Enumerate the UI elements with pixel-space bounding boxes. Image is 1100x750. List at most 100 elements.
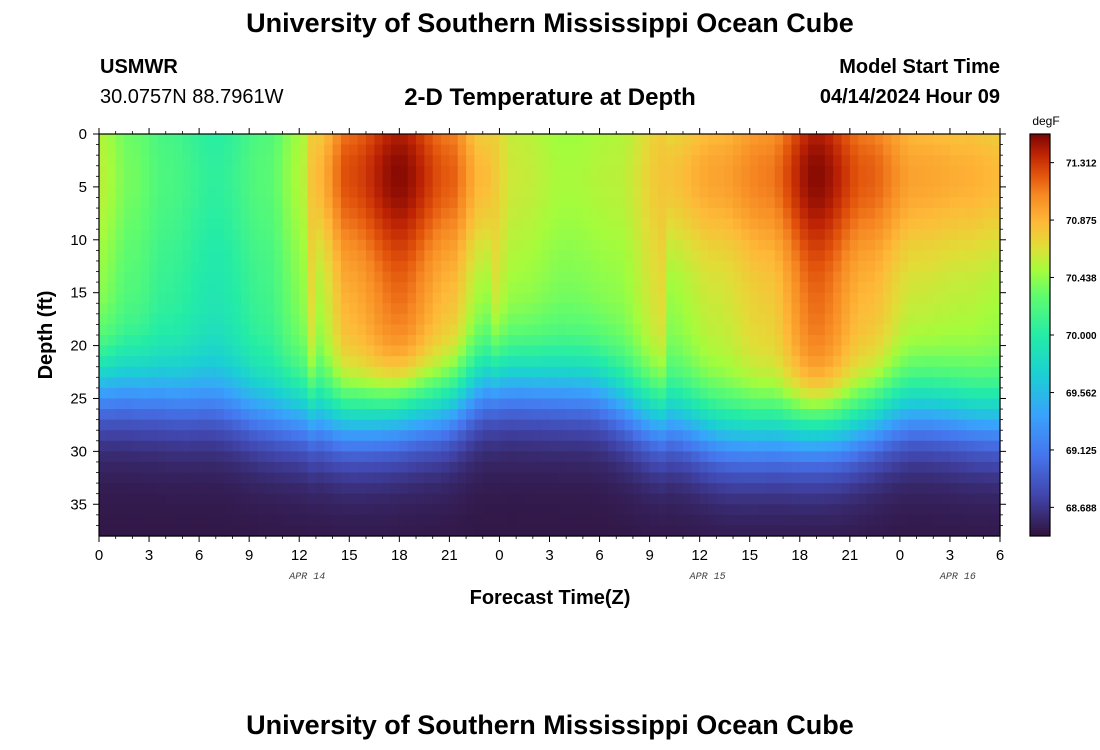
heatmap-cell [324, 493, 334, 505]
heatmap-cell [724, 356, 734, 368]
heatmap-cell [307, 335, 317, 347]
heatmap-cell [708, 430, 717, 442]
heatmap-cell [524, 176, 534, 188]
x-tick-label: 9 [645, 547, 653, 564]
heatmap-cell [949, 483, 959, 495]
heatmap-cell [416, 134, 425, 146]
heatmap-cell [883, 134, 893, 146]
heatmap-cell [899, 239, 909, 251]
heatmap-cell [749, 409, 759, 421]
heatmap-cell [524, 250, 534, 262]
heatmap-cell [324, 176, 334, 188]
heatmap-cell [299, 260, 309, 273]
heatmap-cell [924, 377, 934, 389]
heatmap-cell [349, 260, 359, 273]
heatmap-cell [307, 430, 317, 442]
heatmap-cell [240, 483, 250, 495]
heatmap-cell [632, 292, 642, 304]
heatmap-cell [507, 377, 517, 389]
heatmap-cell [824, 218, 834, 230]
heatmap-cell [199, 398, 209, 410]
heatmap-cell [449, 197, 459, 209]
heatmap-cell [682, 398, 692, 410]
heatmap-cell [616, 271, 626, 283]
heatmap-cell [649, 218, 659, 230]
heatmap-cell [524, 387, 534, 400]
heatmap-cell [924, 313, 934, 326]
heatmap-cell [883, 472, 893, 484]
heatmap-cell [324, 144, 334, 156]
heatmap-cell [624, 186, 634, 199]
heatmap-cell [140, 271, 150, 283]
heatmap-cell [591, 186, 601, 199]
heatmap-cell [315, 218, 325, 230]
heatmap-cell [190, 335, 200, 347]
heatmap-cell [949, 208, 959, 220]
heatmap-cell [374, 260, 384, 273]
heatmap-cell [599, 292, 609, 304]
heatmap-cell [307, 345, 317, 357]
heatmap-cell [691, 366, 701, 378]
heatmap-cell [416, 186, 425, 199]
heatmap-cell [274, 144, 284, 156]
heatmap-cell [157, 409, 167, 421]
heatmap-cell [140, 335, 150, 347]
heatmap-cell [657, 144, 667, 156]
heatmap-cell [416, 366, 425, 378]
heatmap-cell [374, 514, 384, 527]
heatmap-cell [541, 419, 551, 431]
heatmap-cell [541, 504, 551, 516]
heatmap-cell [466, 197, 476, 209]
heatmap-cell [124, 356, 133, 368]
heatmap-cell [499, 483, 509, 495]
heatmap-cell [257, 409, 267, 421]
heatmap-cell [215, 472, 225, 484]
heatmap-cell [466, 134, 476, 146]
heatmap-cell [407, 430, 417, 442]
heatmap-cell [549, 134, 559, 146]
heatmap-cell [607, 356, 617, 368]
heatmap-cell [324, 208, 334, 220]
heatmap-cell [949, 313, 959, 326]
heatmap-cell [908, 483, 918, 495]
heatmap-cell [591, 504, 601, 516]
heatmap-cell [249, 430, 259, 442]
heatmap-cell [149, 398, 158, 410]
heatmap-cell [374, 155, 384, 167]
heatmap-cell [916, 335, 926, 347]
heatmap-cell [708, 409, 717, 421]
heatmap-cell [924, 229, 934, 241]
heatmap-cell [691, 313, 701, 326]
heatmap-cell [516, 525, 526, 537]
heatmap-cell [432, 525, 442, 537]
heatmap-cell [407, 260, 417, 273]
heatmap-cell [382, 324, 392, 336]
heatmap-cell [616, 398, 626, 410]
heatmap-cell [691, 419, 701, 431]
heatmap-cell [816, 345, 826, 357]
heatmap-cell [916, 292, 926, 304]
heatmap-cell [991, 409, 1001, 421]
heatmap-cell [249, 229, 259, 241]
heatmap-cell [966, 483, 976, 495]
heatmap-cell [165, 250, 175, 262]
heatmap-cell [557, 472, 567, 484]
heatmap-cell [649, 197, 659, 209]
heatmap-cell [416, 313, 425, 326]
heatmap-cell [824, 472, 834, 484]
heatmap-cell [908, 409, 918, 421]
heatmap-cell [99, 155, 108, 167]
heatmap-cell [849, 356, 859, 368]
heatmap-cell [716, 271, 726, 283]
heatmap-cell [474, 239, 484, 251]
heatmap-cell [899, 451, 909, 463]
heatmap-cell [491, 377, 501, 389]
y-tick-label: 25 [70, 390, 87, 407]
heatmap-cell [607, 229, 617, 241]
heatmap-cell [182, 504, 192, 516]
heatmap-cell [507, 239, 517, 251]
heatmap-cell [858, 377, 868, 389]
heatmap-cell [532, 313, 542, 326]
heatmap-cell [182, 186, 192, 199]
heatmap-cell [457, 398, 467, 410]
